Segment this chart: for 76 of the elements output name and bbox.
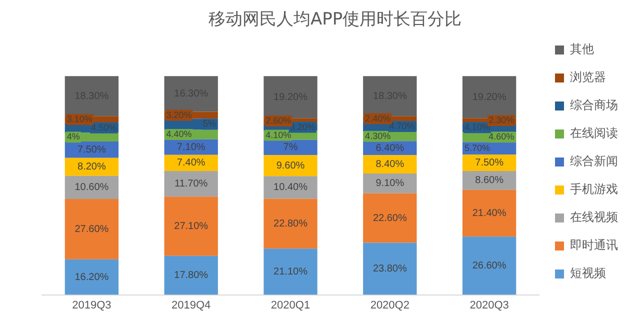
data-label: 9.60% (276, 160, 305, 172)
data-label: 23.80% (372, 264, 407, 275)
data-label: 4% (66, 132, 80, 142)
data-label: 3.20% (290, 122, 316, 132)
x-tick-label: 2020Q1 (270, 299, 310, 312)
x-tick-label: 2020Q2 (370, 299, 410, 312)
bar (462, 171, 516, 190)
data-label: 8.40% (376, 159, 404, 170)
data-label: 4.50% (91, 122, 117, 132)
data-label: 2.40% (365, 113, 391, 124)
legend-label: 在线阅读 (570, 126, 618, 140)
bar (264, 176, 318, 199)
legend-label: 综合商场 (570, 98, 618, 112)
bar (64, 199, 119, 260)
data-label: 16.20% (74, 272, 109, 283)
bar (462, 190, 516, 237)
legend-label: 综合新闻 (570, 154, 618, 168)
data-label: 2.30% (488, 115, 514, 126)
data-label: 4.10% (464, 122, 490, 132)
data-label: 8.20% (78, 162, 106, 173)
bar (462, 236, 516, 295)
data-label: 9.10% (376, 178, 404, 190)
x-tick-label: 2019Q4 (172, 299, 211, 312)
data-label: 7.40% (176, 158, 206, 169)
data-label: 21.40% (472, 208, 506, 219)
data-label: 4.70% (389, 121, 415, 132)
data-label: 3.10% (66, 114, 92, 124)
data-label: 4.10% (266, 130, 292, 140)
data-label: 8.60% (475, 175, 504, 186)
legend-label: 浏览器 (570, 70, 606, 84)
bar (462, 76, 516, 118)
bar (264, 198, 318, 249)
data-label: 4.30% (365, 130, 391, 141)
bar (164, 76, 218, 112)
legend-label: 短视频 (570, 266, 606, 280)
data-label: 10.60% (74, 182, 109, 194)
bar (363, 76, 417, 116)
data-label: 4.40% (166, 129, 192, 139)
bar (264, 76, 318, 118)
data-label: 7.50% (475, 158, 504, 169)
data-label: 6.40% (376, 142, 404, 154)
data-label: 4.60% (488, 132, 514, 142)
legend-label: 手机游戏 (570, 182, 618, 196)
data-label: 21.10% (274, 266, 308, 278)
bar (363, 155, 417, 174)
data-label: 27.60% (74, 224, 109, 235)
bar (264, 248, 318, 295)
data-label: 7.50% (78, 144, 106, 156)
data-label: 11.70% (174, 178, 208, 190)
bar (363, 242, 417, 295)
bar (164, 171, 218, 197)
bar (164, 196, 218, 256)
data-label: 22.80% (274, 218, 308, 230)
data-label: 7% (283, 142, 298, 154)
x-tick-label: 2019Q3 (72, 299, 112, 312)
chart-title: 移动网民人均APP使用时长百分比 (208, 10, 462, 30)
data-label: 5.70% (464, 142, 490, 153)
data-label: 26.60% (472, 260, 506, 272)
x-tick-label: 2020Q3 (470, 299, 509, 312)
legend-label: 其他 (570, 42, 594, 56)
bar (264, 155, 318, 176)
bar (64, 76, 119, 116)
data-label: 10.40% (274, 182, 308, 194)
bar (64, 259, 119, 295)
legend-label: 即时通讯 (570, 238, 618, 252)
data-label: 7.10% (176, 142, 206, 153)
bar (363, 193, 417, 243)
data-label: 5% (202, 118, 216, 129)
legend-label: 在线视频 (570, 210, 618, 224)
data-label: 2.60% (266, 115, 292, 126)
bar (164, 256, 218, 295)
data-label: 22.60% (372, 212, 407, 224)
data-label: 27.10% (174, 221, 208, 232)
data-label: 17.80% (174, 270, 208, 282)
bar (363, 173, 417, 194)
data-label: 3.20% (166, 110, 192, 120)
